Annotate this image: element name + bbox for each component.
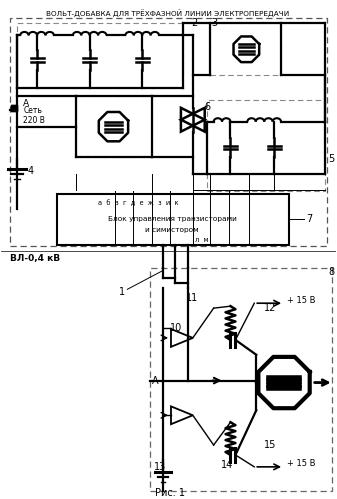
- Text: А: А: [152, 376, 159, 386]
- Text: 4: 4: [27, 166, 33, 176]
- Text: 7: 7: [306, 214, 312, 224]
- FancyBboxPatch shape: [57, 194, 289, 245]
- Text: А: А: [23, 99, 29, 108]
- Text: л  м: л м: [195, 237, 208, 243]
- Text: 1: 1: [119, 287, 125, 297]
- Text: 2: 2: [192, 17, 198, 27]
- Text: + 15 В: + 15 В: [287, 296, 315, 305]
- Text: 11: 11: [186, 293, 198, 303]
- Text: + 15 В: + 15 В: [287, 460, 315, 469]
- Text: 3: 3: [212, 17, 218, 27]
- Text: 13: 13: [154, 462, 166, 472]
- Text: 8: 8: [329, 267, 335, 277]
- Text: и симистором: и симистором: [145, 227, 199, 233]
- Text: 12: 12: [264, 303, 277, 313]
- Text: 5: 5: [328, 154, 334, 164]
- Text: 6: 6: [205, 102, 211, 112]
- Text: а  б  в  г  д  е  ж  з  и  к: а б в г д е ж з и к: [98, 200, 178, 207]
- Text: ВЛ-0,4 кВ: ВЛ-0,4 кВ: [10, 254, 60, 263]
- Text: Рис. 1: Рис. 1: [155, 488, 185, 498]
- Text: 14: 14: [221, 460, 233, 470]
- Text: 15: 15: [264, 440, 277, 450]
- Text: 10: 10: [170, 323, 182, 333]
- Text: ВОЛЬТ-ДОБАВКА ДЛЯ ТРЁХФАЗНОЙ ЛИНИИ ЭЛЕКТРОПЕРЕДАЧИ: ВОЛЬТ-ДОБАВКА ДЛЯ ТРЁХФАЗНОЙ ЛИНИИ ЭЛЕКТ…: [47, 8, 289, 16]
- Text: Блок управления транзисторами: Блок управления транзисторами: [108, 216, 237, 222]
- Text: Сеть
220 В: Сеть 220 В: [23, 106, 45, 125]
